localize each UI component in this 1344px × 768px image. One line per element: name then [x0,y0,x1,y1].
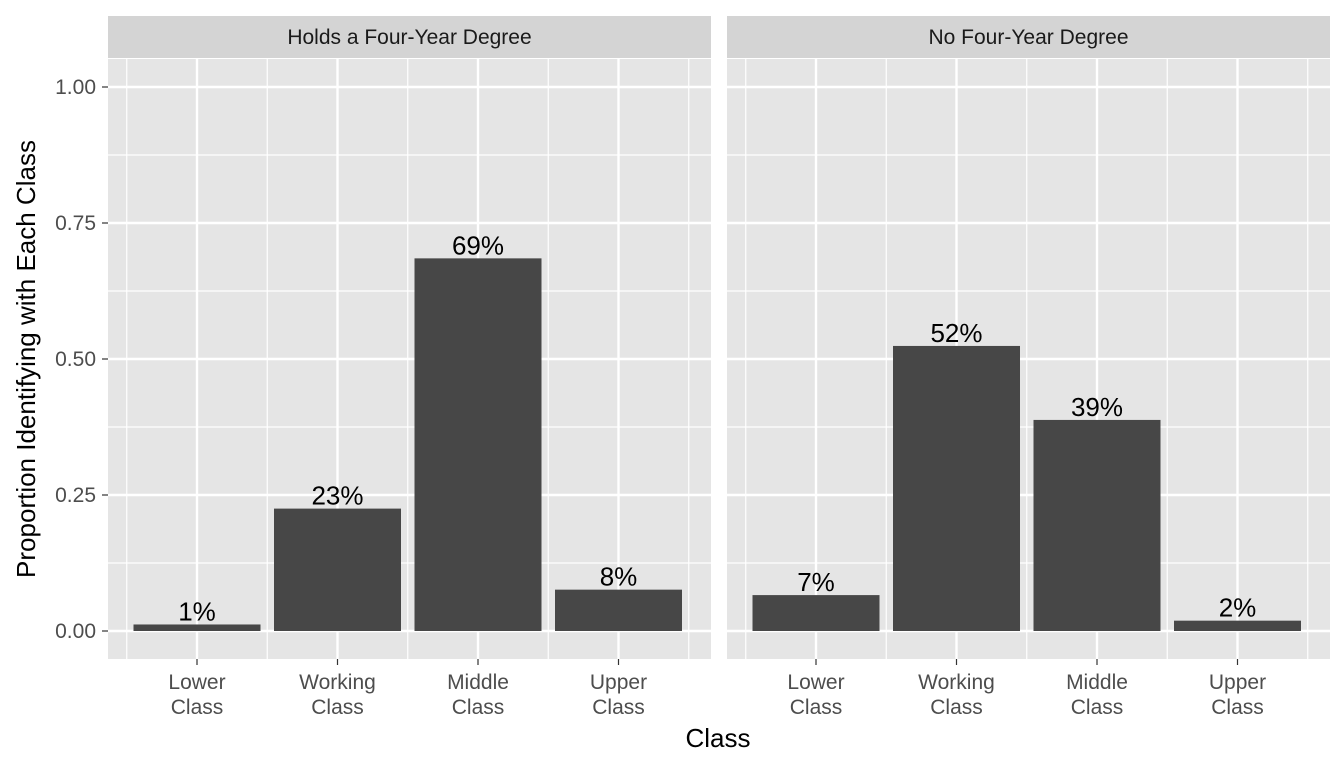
bar-value-label: 7% [797,567,835,597]
bar-value-label: 8% [600,562,638,592]
y-tick-label: 0.25 [55,484,96,507]
y-tick-label: 0.00 [55,620,96,643]
panel-strip [727,16,1330,58]
bar [414,258,542,631]
bar-value-label: 69% [452,230,504,260]
x-tick-label-line: Class [592,696,645,719]
x-tick-label: Working Class [299,671,376,719]
x-tick-label-line: Upper [1209,671,1266,694]
x-tick-label-line: Lower [787,671,844,694]
y-axis: 0.00 0.25 0.50 0.75 1.00 [55,76,108,643]
bar-value-label: 2% [1219,593,1257,623]
x-tick-label-line: Class [1211,696,1264,719]
bar-value-label: 23% [311,481,363,511]
x-axis-title: Class [685,723,750,753]
x-tick-label: Middle Class [1066,671,1128,719]
x-tick-label: Lower Class [787,671,844,719]
bar-value-label: 52% [930,318,982,348]
bar-value-label: 1% [178,596,216,626]
x-tick-label: Upper Class [1209,671,1266,719]
bar [555,589,682,631]
x-tick-label: Lower Class [168,671,225,719]
x-tick-label-line: Lower [168,671,225,694]
y-tick-label: 1.00 [55,76,96,99]
x-tick-label: Upper Class [590,671,647,719]
panel-strip-title: Holds a Four-Year Degree [287,26,531,49]
x-tick-label-line: Class [171,696,224,719]
bar [1174,620,1301,631]
y-axis-title: Proportion Identifying with Each Class [11,140,41,578]
x-tick-label-line: Class [790,696,843,719]
bar [752,595,880,631]
y-tick-label: 0.75 [55,212,96,235]
bar-value-label: 39% [1071,392,1123,422]
y-tick-label: 0.50 [55,348,96,371]
x-tick-label-line: Class [452,696,505,719]
bar [133,624,261,631]
panel-strip-title: No Four-Year Degree [929,26,1129,49]
x-tick-label: Working Class [918,671,995,719]
x-tick-label-line: Class [1071,696,1124,719]
x-tick-label-line: Class [311,696,364,719]
x-tick-label-line: Middle [447,671,509,694]
bar [1033,419,1161,631]
x-tick-label-line: Working [299,671,376,694]
x-tick-label-line: Middle [1066,671,1128,694]
x-tick-label-line: Upper [590,671,647,694]
x-tick-label-line: Class [930,696,983,719]
x-tick-label: Middle Class [447,671,509,719]
bar [274,508,401,631]
bar [893,345,1020,631]
panel-strip [108,16,711,58]
x-tick-label-line: Working [918,671,995,694]
